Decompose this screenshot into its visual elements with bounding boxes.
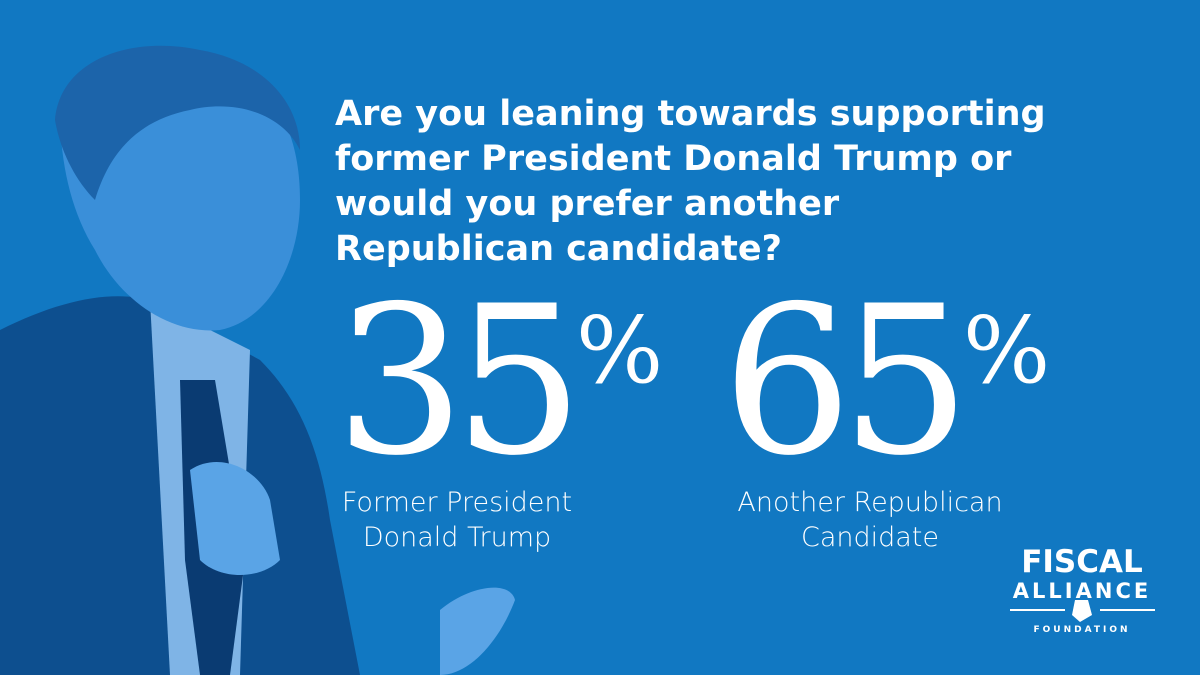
- stat-symbol: %: [963, 297, 1050, 404]
- question-line: former President Donald Trump or: [335, 139, 1012, 179]
- stats: 35 % Former President Donald Trump 65 % Anothe…: [335, 263, 1050, 553]
- logo-line2: ALLIANCE: [1013, 579, 1151, 603]
- question-line: Are you leaning towards supporting: [335, 94, 1046, 134]
- logo-line3: FOUNDATION: [1033, 625, 1130, 635]
- stat-number: 65: [722, 263, 959, 501]
- question-line: would you prefer another: [335, 184, 840, 224]
- stat-label: Donald Trump: [363, 522, 551, 553]
- logo-map: [1072, 600, 1092, 622]
- portrait: [0, 45, 515, 675]
- stat-symbol: %: [576, 297, 663, 404]
- stat-label: Candidate: [801, 522, 939, 553]
- logo: FISCAL ALLIANCE FOUNDATION: [1010, 544, 1155, 635]
- stat-label: Former President: [342, 487, 572, 518]
- question: Are you leaning towards supporting former…: [335, 94, 1046, 269]
- logo-line1: FISCAL: [1021, 544, 1143, 580]
- stat-number: 35: [335, 263, 572, 501]
- question-line: Republican candidate?: [335, 229, 782, 269]
- stat-label: Another Republican: [737, 487, 1002, 518]
